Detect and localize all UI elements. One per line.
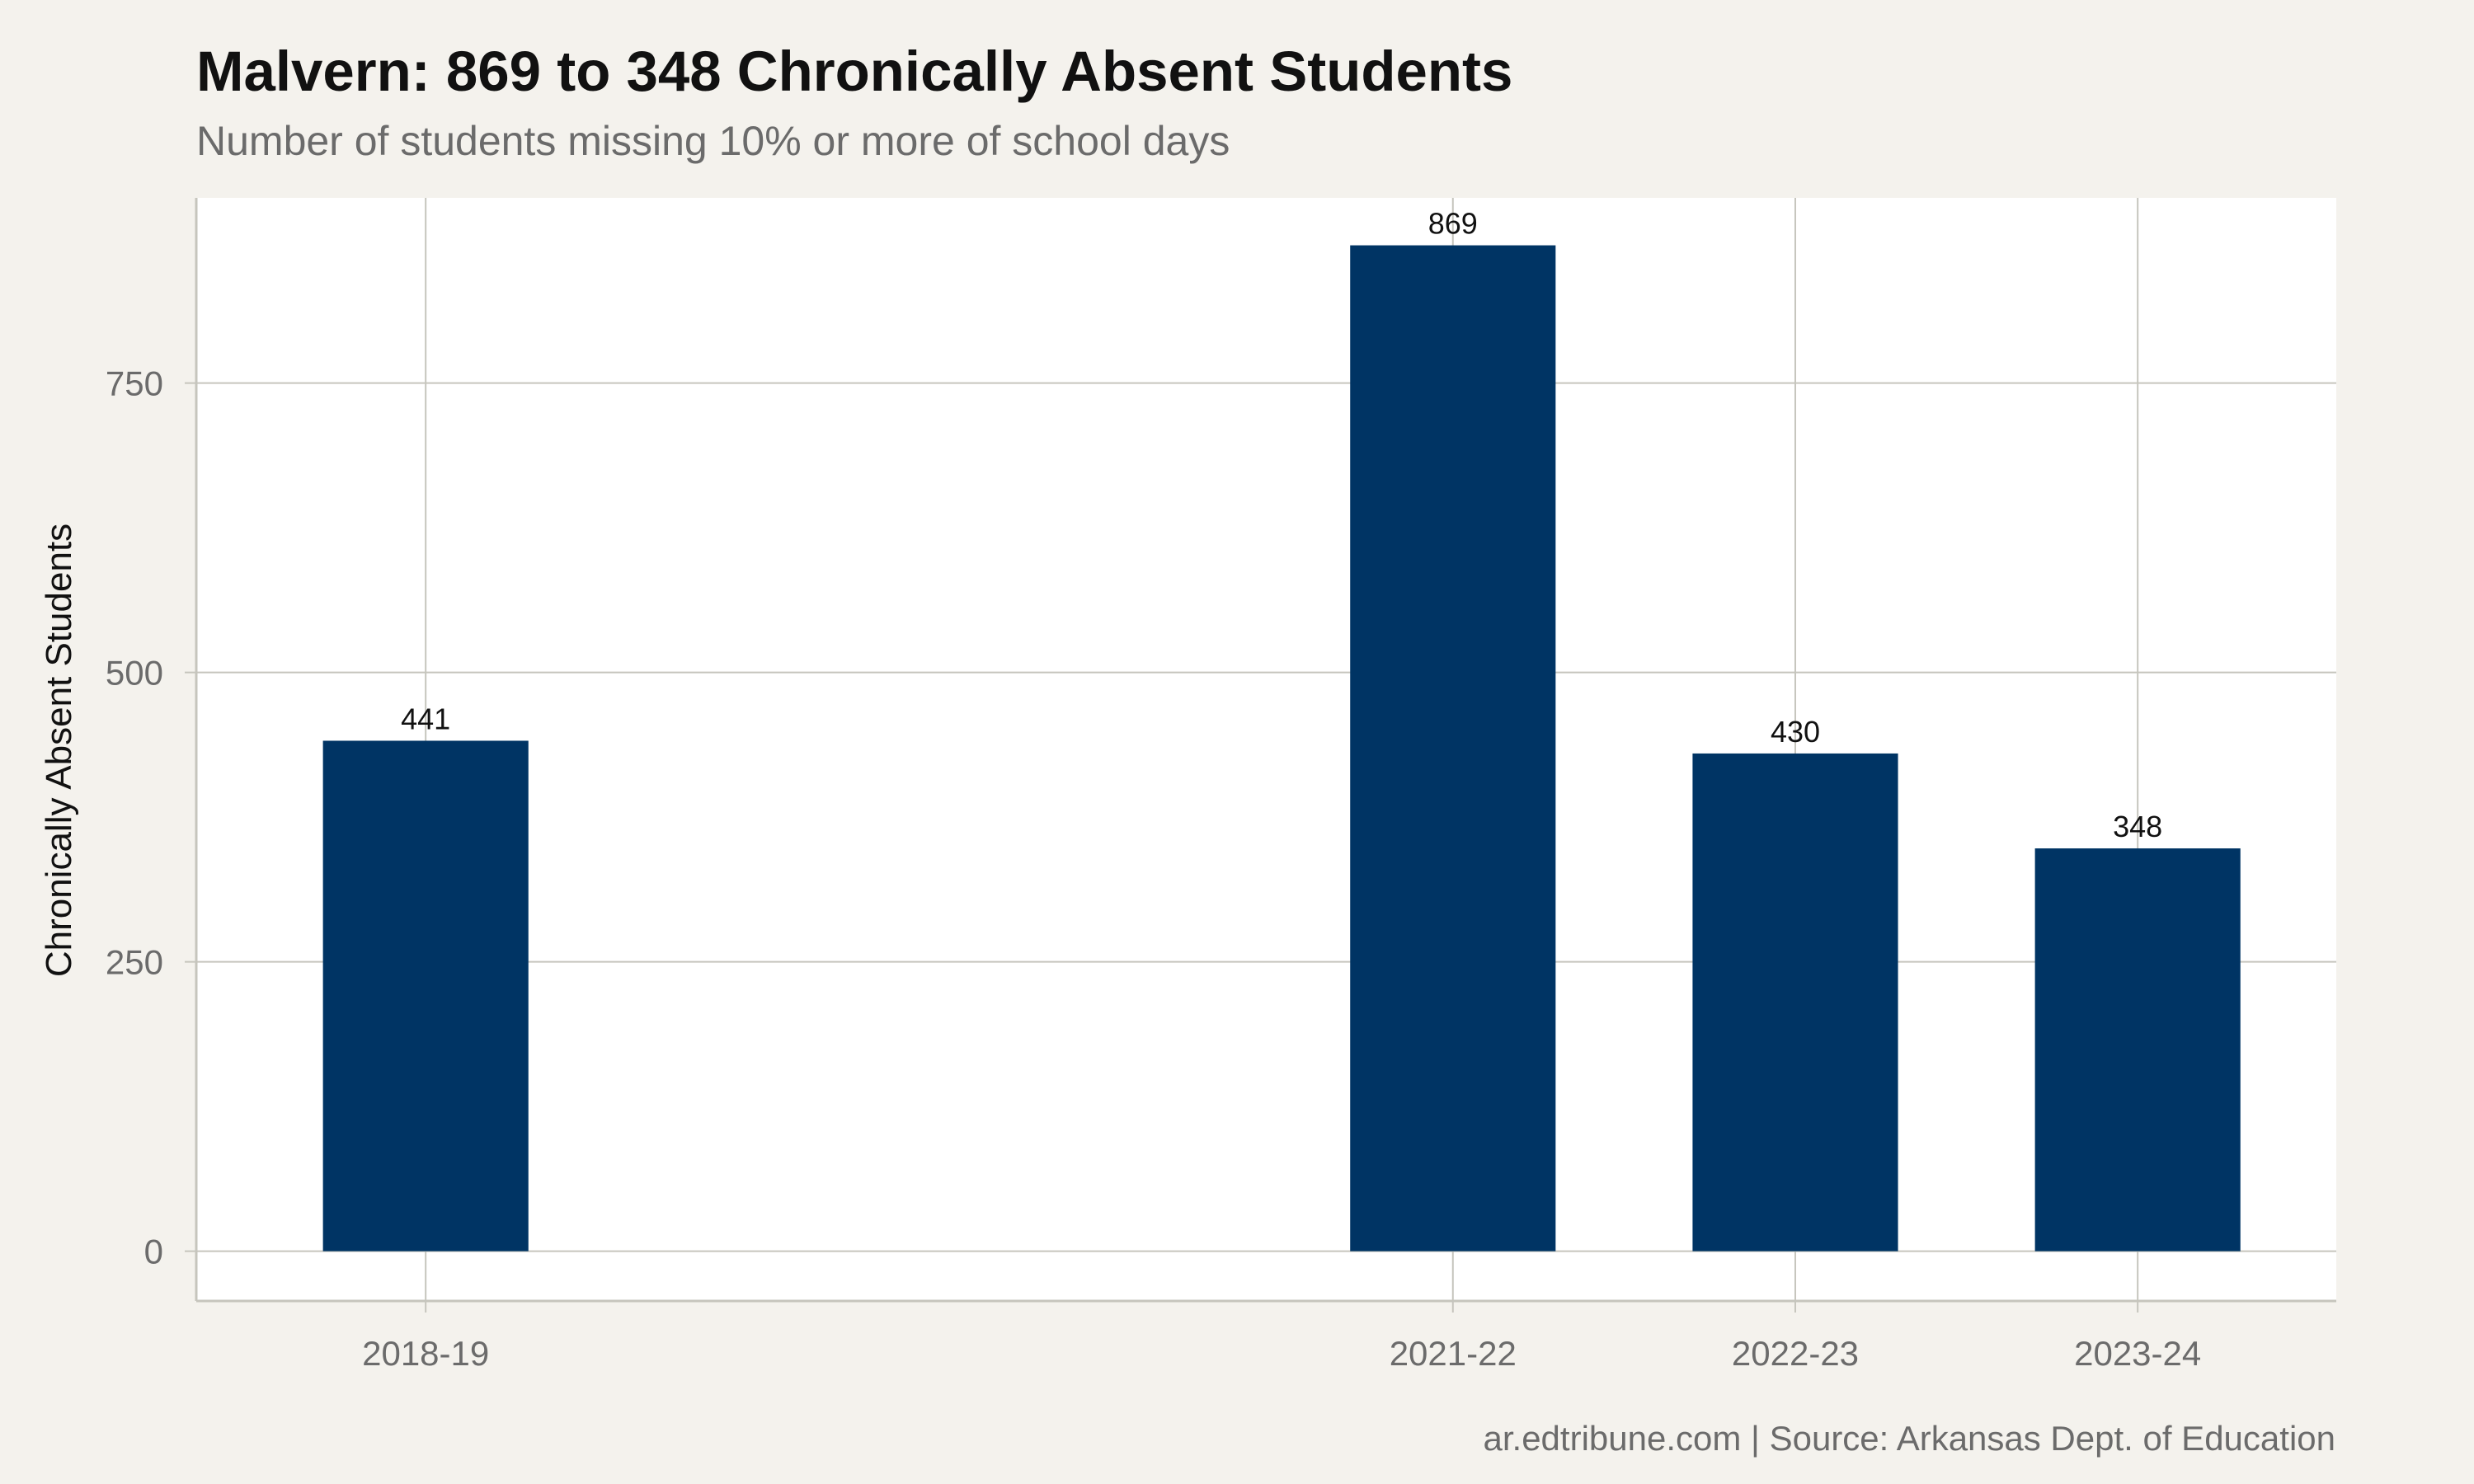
bars [322, 245, 2241, 1252]
bar [2034, 848, 2241, 1252]
y-tick-label: 250 [106, 943, 163, 982]
chart-caption: ar.edtribune.com | Source: Arkansas Dept… [1484, 1419, 2336, 1458]
bar [322, 740, 529, 1252]
x-tick-labels: 2018-19 2021-22 2022-23 2023-24 [362, 1334, 2201, 1373]
y-tick-labels: 0 250 500 750 [106, 364, 163, 1271]
bar-value-label: 869 [1428, 207, 1478, 241]
chart-title: Malvern: 869 to 348 Chronically Absent S… [196, 40, 1512, 103]
bar-value-label: 430 [1771, 715, 1820, 749]
x-tick-label: 2023-24 [2074, 1334, 2201, 1373]
chart-subtitle: Number of students missing 10% or more o… [196, 118, 1230, 164]
y-axis-title: Chronically Absent Students [39, 524, 79, 977]
bar [1350, 245, 1556, 1252]
plot-panel [196, 198, 2336, 1301]
bar-value-label: 348 [2113, 810, 2162, 843]
y-gridlines [185, 382, 2336, 1252]
x-tick-label: 2021-22 [1390, 1334, 1517, 1373]
y-tick-label: 0 [144, 1233, 163, 1271]
data-labels: 441 869 430 348 [401, 207, 2162, 843]
y-tick-label: 750 [106, 364, 163, 403]
x-tick-label: 2018-19 [362, 1334, 489, 1373]
bar [1692, 753, 1898, 1252]
bar-value-label: 441 [401, 702, 450, 735]
y-tick-label: 500 [106, 654, 163, 693]
x-tick-label: 2022-23 [1732, 1334, 1859, 1373]
